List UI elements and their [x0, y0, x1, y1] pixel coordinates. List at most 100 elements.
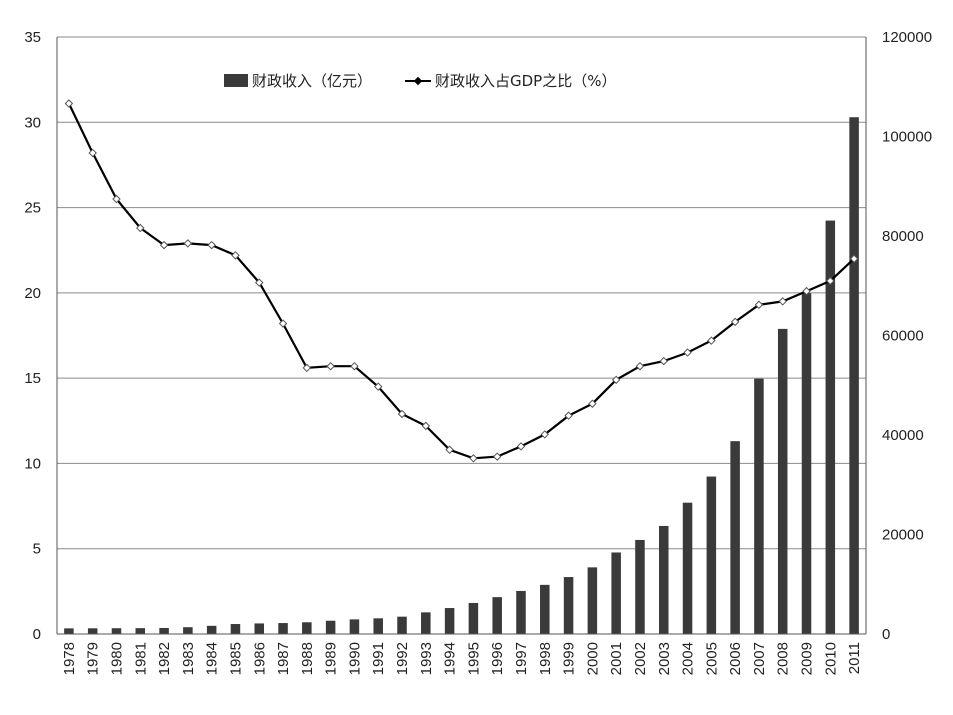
x-tick-label: 2002 — [632, 642, 649, 675]
left-y-tick-label: 10 — [24, 455, 41, 472]
line-point — [350, 361, 359, 371]
line-point — [802, 286, 811, 296]
x-tick-label: 2000 — [584, 642, 601, 675]
bar — [302, 622, 312, 634]
bar — [183, 627, 193, 634]
gridlines — [57, 36, 866, 550]
line-point — [112, 194, 121, 204]
x-tick-label: 1996 — [489, 642, 506, 675]
line-point — [445, 445, 454, 455]
left-y-tick-label: 30 — [24, 114, 41, 131]
bar — [516, 590, 526, 634]
left-y-tick-label: 20 — [24, 285, 41, 302]
bar — [64, 628, 74, 634]
line-point — [588, 399, 597, 408]
right-y-axis-ticks: 0 20000 40000 60000 80000 100000 120000 — [882, 29, 932, 643]
line-point — [183, 239, 193, 248]
x-tick-label: 1985 — [227, 642, 244, 675]
line-point — [683, 348, 692, 357]
x-tick-label: 1979 — [85, 642, 102, 675]
x-tick-label: 1992 — [394, 642, 411, 675]
line-point — [516, 442, 526, 451]
bar — [658, 525, 669, 634]
right-y-tick-label: 120000 — [882, 29, 932, 46]
right-y-tick-label: 40000 — [882, 427, 924, 444]
line-point — [635, 361, 645, 371]
line-point — [159, 240, 169, 250]
legend-bar-label: 财政收入（亿元） — [252, 72, 372, 90]
bar — [492, 597, 502, 634]
legend-line-label: 财政收入占GDP之比（%） — [435, 72, 616, 90]
line-point — [278, 319, 288, 328]
bar — [397, 616, 407, 634]
x-tick-label: 2006 — [727, 642, 744, 675]
x-tick-label: 1999 — [561, 642, 578, 675]
x-tick-label: 1994 — [442, 642, 459, 675]
bar — [254, 623, 265, 634]
left-y-tick-label: 5 — [33, 541, 41, 558]
bar — [540, 584, 550, 634]
line-point — [207, 240, 216, 250]
bar — [635, 539, 645, 634]
bar — [111, 628, 122, 634]
line-point — [64, 99, 74, 108]
bar — [135, 628, 146, 634]
line-point — [255, 278, 264, 287]
line-point — [707, 336, 716, 345]
x-tick-label: 1984 — [204, 642, 221, 675]
x-tick-label: 1995 — [465, 642, 482, 675]
x-tick-label: 1989 — [323, 642, 340, 675]
x-tick-label: 2004 — [680, 642, 697, 675]
right-y-tick-label: 60000 — [882, 328, 924, 345]
x-tick-label: 2008 — [775, 642, 792, 675]
bar — [706, 476, 717, 634]
bar — [849, 117, 859, 634]
bar — [278, 623, 288, 634]
bar — [159, 627, 169, 634]
left-y-tick-label: 0 — [33, 626, 41, 643]
x-tick-label: 2005 — [703, 642, 720, 675]
bar — [87, 628, 98, 634]
bar — [777, 328, 788, 634]
axes — [56, 37, 867, 635]
line-point — [421, 421, 431, 431]
right-y-tick-label: 0 — [882, 626, 890, 643]
line-point — [302, 363, 312, 373]
right-y-tick-label: 80000 — [882, 228, 924, 245]
bar — [754, 378, 764, 634]
legend: 财政收入（亿元） 财政收入占GDP之比（%） — [224, 72, 616, 90]
line-point — [136, 223, 145, 233]
line-path — [67, 103, 855, 460]
line-series — [64, 99, 859, 463]
left-y-tick-label: 35 — [24, 29, 41, 46]
x-tick-label: 1982 — [156, 642, 173, 675]
line-point — [469, 454, 478, 463]
legend-bar-swatch — [224, 74, 248, 87]
bar — [421, 612, 431, 634]
line-point — [564, 411, 573, 420]
x-tick-label: 1990 — [346, 642, 363, 675]
line-point — [754, 300, 764, 310]
x-tick-label: 2011 — [846, 642, 863, 674]
right-y-tick-label: 100000 — [882, 129, 932, 146]
bar — [206, 625, 217, 634]
line-point — [611, 375, 621, 385]
bar — [230, 624, 241, 634]
line-point — [540, 430, 550, 439]
line-point — [826, 276, 835, 286]
right-y-tick-label: 20000 — [882, 527, 924, 544]
x-tick-label: 1997 — [513, 642, 530, 675]
bar — [325, 620, 336, 634]
x-tick-label: 1983 — [180, 642, 197, 675]
bar — [682, 502, 693, 634]
line-point — [730, 317, 740, 327]
x-tick-label: 1991 — [370, 642, 387, 675]
bar — [825, 220, 836, 634]
x-tick-label: 2007 — [751, 642, 768, 675]
line-point — [659, 356, 668, 366]
x-tick-label: 1987 — [275, 642, 292, 675]
bar — [801, 293, 812, 634]
bar — [373, 618, 383, 634]
